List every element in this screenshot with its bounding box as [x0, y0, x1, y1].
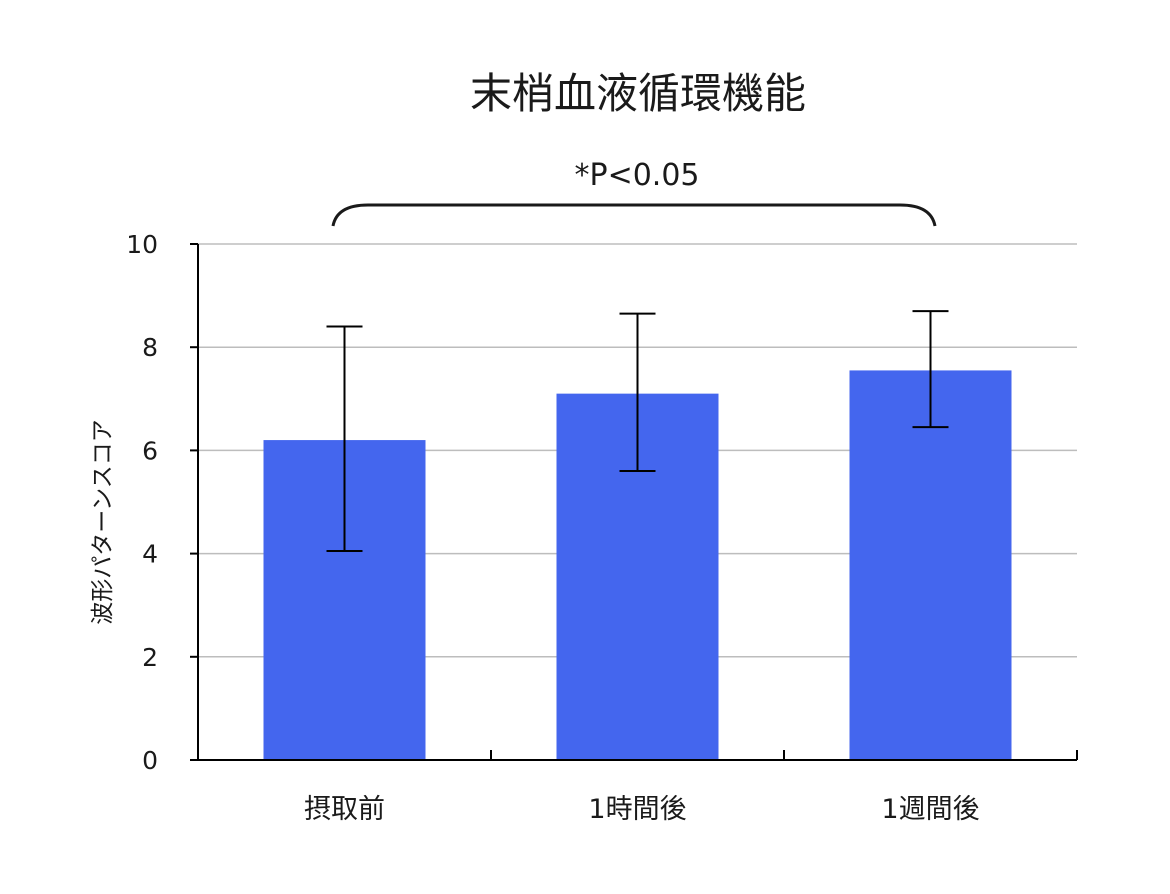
bar-3 — [849, 370, 1012, 760]
y-tick-label: 4 — [142, 540, 158, 569]
y-axis-label: 波形パターンスコア — [90, 419, 116, 624]
chart-title: 末梢血液循環機能 — [470, 69, 806, 118]
bars — [263, 370, 1012, 760]
x-tick-labels: 摂取前 1時間後 1週間後 — [304, 794, 980, 825]
axes — [190, 243, 1078, 761]
significance-bracket — [331, 203, 937, 227]
y-tick-labels: 0 2 4 6 8 10 — [126, 230, 158, 775]
error-bars — [326, 310, 949, 553]
y-tick-label: 2 — [142, 643, 158, 672]
y-tick-label: 10 — [126, 230, 158, 259]
x-tick-label: 1週間後 — [881, 794, 979, 825]
x-tick-label: 摂取前 — [304, 794, 385, 825]
y-tick-label: 6 — [142, 436, 158, 465]
y-tick-label: 8 — [142, 333, 158, 362]
y-tick-label: 0 — [142, 746, 158, 775]
x-tick-label: 1時間後 — [588, 794, 686, 825]
significance-annotation: *P<0.05 — [574, 158, 699, 193]
